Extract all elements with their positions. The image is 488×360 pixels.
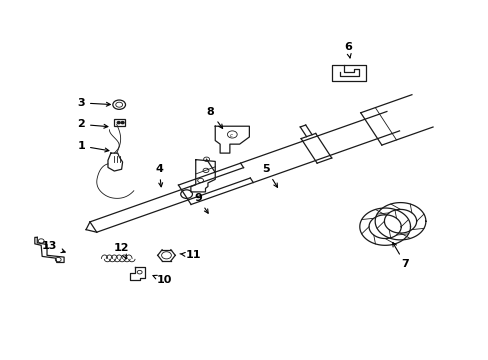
Text: 11: 11 [180, 250, 201, 260]
Circle shape [117, 122, 120, 124]
Text: c: c [229, 133, 232, 138]
Text: 10: 10 [153, 275, 171, 285]
Text: 9: 9 [194, 193, 208, 213]
Circle shape [121, 122, 124, 124]
Text: 5: 5 [262, 164, 277, 187]
Text: 8: 8 [206, 107, 222, 129]
Text: 7: 7 [392, 243, 408, 269]
Text: 3: 3 [77, 98, 110, 108]
Text: 2: 2 [77, 120, 108, 129]
Text: 1: 1 [77, 141, 109, 152]
Text: 6: 6 [343, 42, 351, 58]
Text: 12: 12 [114, 243, 129, 259]
Text: 4: 4 [155, 164, 163, 187]
Text: 13: 13 [41, 241, 65, 253]
